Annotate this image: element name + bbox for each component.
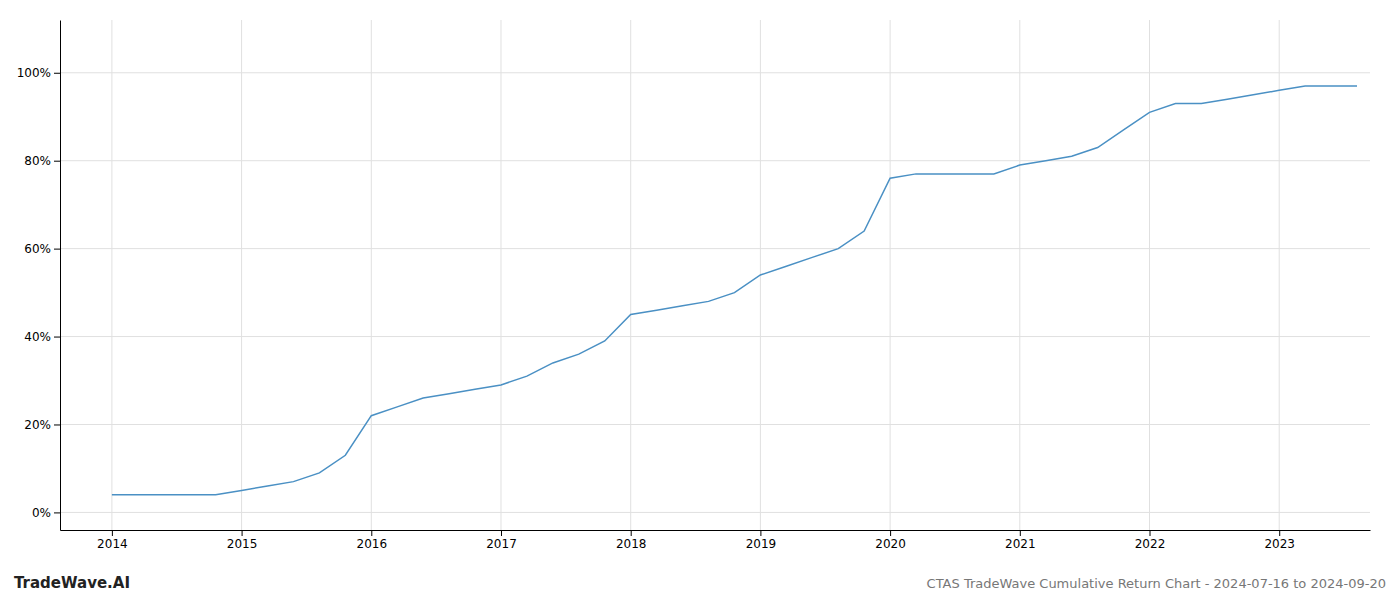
grid-line	[241, 20, 242, 530]
x-tick: 2014	[97, 530, 128, 551]
watermark: TradeWave.AI	[14, 574, 130, 592]
grid-line	[630, 20, 631, 530]
tick-label: 2019	[746, 537, 777, 551]
y-tick: 100%	[17, 66, 60, 80]
tick-label: 80%	[24, 154, 51, 168]
x-tick: 2023	[1264, 530, 1295, 551]
grid-line	[60, 336, 1370, 337]
tick-mark	[1279, 530, 1280, 536]
y-tick: 20%	[24, 418, 60, 432]
tick-label: 2017	[486, 537, 517, 551]
tick-mark	[631, 530, 632, 536]
grid-line	[500, 20, 501, 530]
grid-line	[60, 160, 1370, 161]
x-tick: 2020	[875, 530, 906, 551]
tick-label: 2021	[1005, 537, 1036, 551]
tick-label: 60%	[24, 242, 51, 256]
tick-mark	[371, 530, 372, 536]
tick-mark	[760, 530, 761, 536]
grid-line	[1149, 20, 1150, 530]
y-tick: 80%	[24, 154, 60, 168]
x-tick: 2016	[357, 530, 388, 551]
grid-line	[111, 20, 112, 530]
x-tick: 2017	[486, 530, 517, 551]
y-axis: 0% 20% 40% 60% 80% 100%	[17, 21, 61, 531]
tick-label: 40%	[24, 330, 51, 344]
x-tick: 2019	[746, 530, 777, 551]
tick-label: 2023	[1264, 537, 1295, 551]
grid-line	[60, 424, 1370, 425]
tick-mark	[54, 337, 60, 338]
marks	[112, 86, 1357, 495]
x-tick: 2022	[1135, 530, 1166, 551]
grid-line	[60, 72, 1370, 73]
axis-line	[61, 530, 1371, 531]
tick-mark	[242, 530, 243, 536]
axis-line	[60, 21, 61, 531]
x-tick: 2021	[1005, 530, 1036, 551]
grid-line	[371, 20, 372, 530]
tick-mark	[54, 161, 60, 162]
plot: 2014 2015 2016 2017 2018 2019 2020 2021 2022 2023…	[17, 20, 1371, 551]
tick-mark	[501, 530, 502, 536]
grid-line	[60, 248, 1370, 249]
line	[112, 86, 1357, 495]
grid	[60, 20, 1370, 530]
tick-label: 2016	[357, 537, 388, 551]
y-tick: 60%	[24, 242, 60, 256]
y-tick: 40%	[24, 330, 60, 344]
tick-label: 2020	[875, 537, 906, 551]
tick-mark	[1150, 530, 1151, 536]
tick-mark	[54, 73, 60, 74]
tick-mark	[890, 530, 891, 536]
tick-label: 0%	[32, 506, 51, 520]
grid-line	[890, 20, 891, 530]
x-tick: 2015	[227, 530, 258, 551]
chart: 2014 2015 2016 2017 2018 2019 2020 2021 2022 2023…	[0, 0, 1400, 600]
tick-label: 100%	[17, 66, 51, 80]
tick-label: 2014	[97, 537, 128, 551]
tick-mark	[54, 512, 60, 513]
grid-line	[1019, 20, 1020, 530]
y-tick: 0%	[32, 506, 60, 520]
tick-label: 2018	[616, 537, 647, 551]
tick-label: 2015	[227, 537, 258, 551]
tick-label: 20%	[24, 418, 51, 432]
grid-line	[1279, 20, 1280, 530]
tick-mark	[54, 424, 60, 425]
grid-line	[60, 512, 1370, 513]
tick-mark	[1020, 530, 1021, 536]
tick-mark	[112, 530, 113, 536]
title: CTAS TradeWave Cumulative Return Chart -…	[927, 576, 1386, 591]
x-axis: 2014 2015 2016 2017 2018 2019 2020 2021 2022 2023	[61, 530, 1371, 551]
x-tick: 2018	[616, 530, 647, 551]
tick-label: 2022	[1135, 537, 1166, 551]
tick-mark	[54, 249, 60, 250]
